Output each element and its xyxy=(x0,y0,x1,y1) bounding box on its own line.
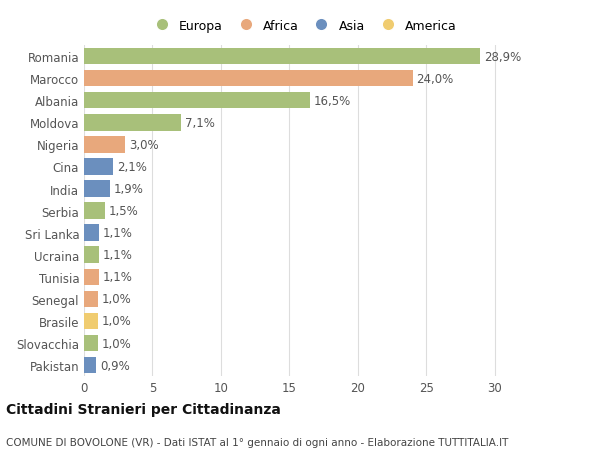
Bar xyxy=(84,269,99,285)
Text: 1,0%: 1,0% xyxy=(102,337,131,350)
Text: 1,9%: 1,9% xyxy=(114,183,144,196)
Text: COMUNE DI BOVOLONE (VR) - Dati ISTAT al 1° gennaio di ogni anno - Elaborazione T: COMUNE DI BOVOLONE (VR) - Dati ISTAT al … xyxy=(6,437,508,447)
Legend: Europa, Africa, Asia, America: Europa, Africa, Asia, America xyxy=(145,16,461,36)
Bar xyxy=(84,181,110,197)
Text: 2,1%: 2,1% xyxy=(117,161,147,174)
Bar xyxy=(84,159,113,175)
Bar xyxy=(84,71,413,87)
Text: 1,5%: 1,5% xyxy=(109,205,139,218)
Text: 28,9%: 28,9% xyxy=(484,50,521,63)
Text: 1,1%: 1,1% xyxy=(103,271,133,284)
Text: 1,1%: 1,1% xyxy=(103,227,133,240)
Text: 1,1%: 1,1% xyxy=(103,249,133,262)
Bar xyxy=(84,115,181,131)
Text: 0,9%: 0,9% xyxy=(100,359,130,372)
Bar xyxy=(84,137,125,153)
Text: 24,0%: 24,0% xyxy=(416,73,454,85)
Text: 3,0%: 3,0% xyxy=(129,139,159,151)
Text: 16,5%: 16,5% xyxy=(314,95,351,107)
Bar xyxy=(84,357,97,374)
Bar xyxy=(84,247,99,263)
Text: 1,0%: 1,0% xyxy=(102,293,131,306)
Bar xyxy=(84,225,99,241)
Bar xyxy=(84,313,98,330)
Bar xyxy=(84,93,310,109)
Text: 1,0%: 1,0% xyxy=(102,315,131,328)
Bar xyxy=(84,49,479,65)
Bar xyxy=(84,335,98,352)
Text: Cittadini Stranieri per Cittadinanza: Cittadini Stranieri per Cittadinanza xyxy=(6,402,281,416)
Bar xyxy=(84,203,104,219)
Text: 7,1%: 7,1% xyxy=(185,117,215,129)
Bar xyxy=(84,291,98,308)
